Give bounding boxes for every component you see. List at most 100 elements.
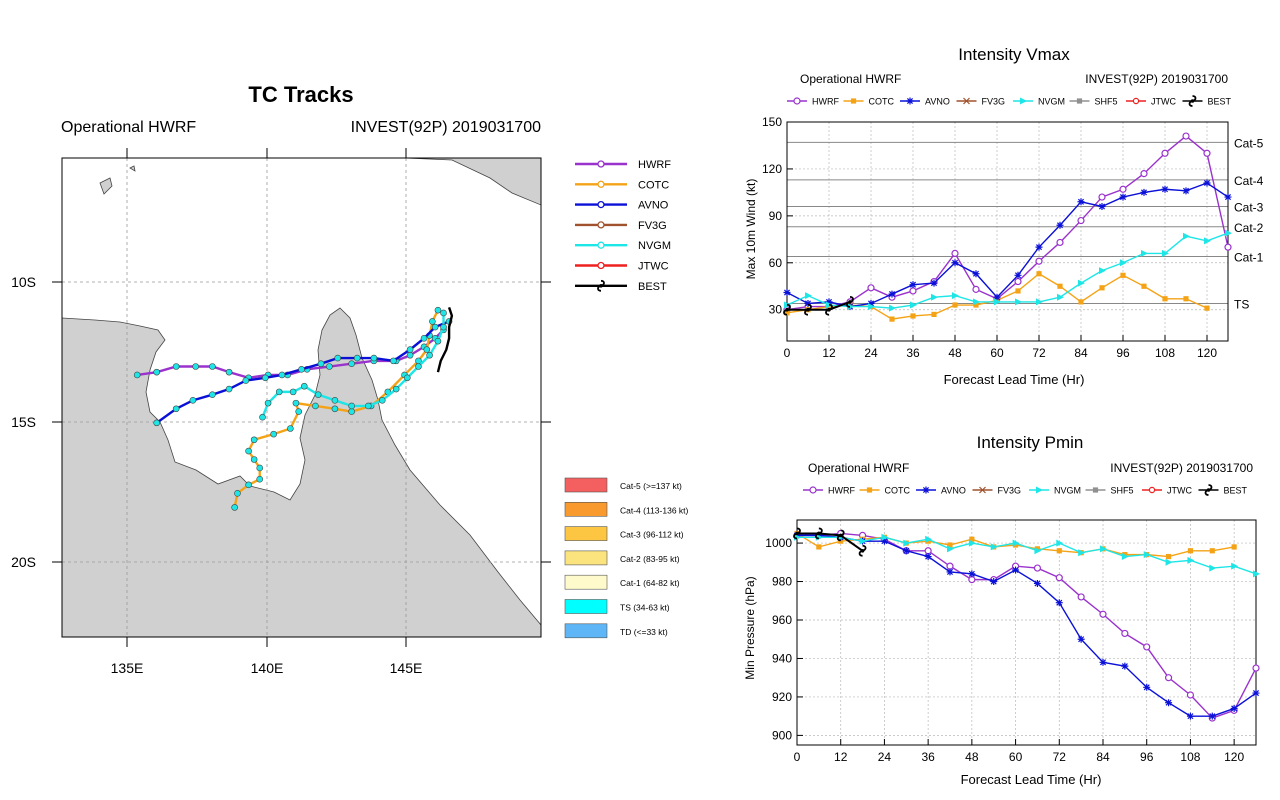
series-point-nvgm	[1120, 259, 1127, 267]
track-point	[334, 354, 342, 362]
series-point-nvgm	[1056, 539, 1064, 547]
series-point-best	[795, 531, 799, 536]
series-point-avno	[888, 290, 896, 298]
series-point-nvgm	[990, 543, 998, 551]
intensity-label: Cat-2 (83-95 kt)	[620, 554, 680, 564]
track-point	[434, 337, 442, 345]
legend-label: COTC	[869, 97, 895, 107]
intensity-legend-item: Cat-4 (113-136 kt)	[564, 501, 689, 517]
track-point	[292, 399, 300, 407]
legend-marker	[599, 284, 603, 288]
legend-label: BEST	[1208, 97, 1232, 107]
vmax-title: Intensity Vmax	[958, 45, 1070, 64]
category-label: TS	[1234, 297, 1249, 311]
track-point	[406, 346, 414, 353]
series-point-best	[785, 307, 789, 312]
series-point-nvgm	[1165, 558, 1173, 566]
series-point-nvgm	[1253, 570, 1260, 578]
series-point-avno	[867, 299, 875, 307]
legend-marker	[979, 486, 986, 494]
series-point-hwrf	[972, 285, 980, 293]
legend-label: SHF5	[1095, 97, 1118, 107]
intensity-swatch	[564, 599, 608, 614]
series-point-cotc	[931, 311, 937, 318]
track-point	[312, 402, 319, 410]
series-point-cotc	[1209, 548, 1215, 554]
category-label: Cat-1	[1234, 251, 1264, 265]
series-point-nvgm	[1183, 232, 1190, 240]
track-point	[420, 335, 428, 342]
series-point-hwrf	[951, 249, 959, 257]
series-point-avno	[1055, 599, 1063, 607]
track-point	[440, 323, 447, 331]
track-point	[392, 385, 400, 393]
series-line-avno	[797, 534, 1257, 717]
track-nvgm	[259, 309, 447, 421]
legend-item-nvgm: NVGM	[1013, 97, 1065, 107]
track-point	[256, 475, 264, 483]
pmin-plot: 0 12 24 36 48 60 72 84 96 108 120 900 920 940 960 980 10…	[765, 519, 1260, 764]
track-title: TC Tracks	[248, 82, 353, 107]
track-point	[426, 351, 433, 359]
x-tick-label: 96	[1116, 346, 1130, 360]
series-point-avno	[993, 293, 1001, 301]
track-hwrf	[133, 326, 447, 382]
legend-marker	[1206, 488, 1211, 492]
series-point-nvgm	[973, 298, 980, 306]
series-best	[783, 295, 854, 316]
legend-item-avno: AVNO	[575, 200, 669, 212]
x-tick-label: 36	[906, 346, 920, 360]
map-land	[62, 158, 541, 637]
series-point-hwrf	[1121, 629, 1129, 638]
series-point-nvgm	[1162, 249, 1169, 257]
vmax-panel: Intensity Vmax Operational HWRF INVEST(9…	[744, 45, 1264, 387]
series-point-cotc	[1036, 271, 1042, 277]
legend-label: FV3G	[638, 220, 667, 232]
series-point-hwrf	[1161, 149, 1169, 157]
series-point-cotc	[1165, 553, 1172, 560]
legend-label: COTC	[638, 179, 669, 191]
track-point	[423, 346, 431, 353]
legend-label: HWRF	[828, 486, 855, 496]
legend-marker	[922, 486, 930, 494]
series-point-avno	[1182, 187, 1190, 195]
legend-label: BEST	[1224, 486, 1248, 496]
series-point-nvgm	[1143, 551, 1151, 559]
series-point-nvgm	[1121, 553, 1129, 561]
track-panel: TC Tracks Operational HWRF INVEST(92P) 2…	[11, 82, 688, 676]
y-tick-label: 150	[762, 115, 782, 129]
legend-marker	[597, 160, 605, 168]
lat-tick-label: 15S	[11, 414, 36, 430]
legend-marker	[597, 241, 605, 249]
track-point	[192, 363, 199, 370]
legend-marker	[809, 486, 817, 494]
track-point	[270, 430, 277, 438]
y-tick-label: 1000	[765, 536, 792, 550]
track-point	[234, 489, 241, 497]
series-point-cotc	[973, 302, 979, 308]
series-point-best	[827, 307, 831, 312]
series-point-hwrf	[1098, 193, 1106, 201]
series-point-cotc	[947, 542, 953, 548]
track-point	[250, 436, 258, 444]
series-point-nvgm	[1078, 279, 1085, 287]
intensity-swatch	[564, 623, 608, 639]
legend-marker	[597, 261, 605, 270]
track-point	[348, 402, 355, 410]
track-point	[153, 368, 160, 376]
series-point-cotc	[969, 536, 975, 542]
series-line-nvgm	[797, 536, 1257, 575]
series-point-avno	[1056, 221, 1064, 229]
series-point-avno	[1014, 271, 1022, 279]
series-line-hwrf	[797, 532, 1257, 719]
series-point-avno	[951, 259, 959, 267]
intensity-swatch	[564, 501, 608, 517]
series-point-avno	[924, 553, 932, 561]
series-point-hwrf	[968, 576, 976, 584]
pmin-xlabel: Forecast Lead Time (Hr)	[961, 772, 1102, 787]
y-tick-label: 900	[772, 728, 792, 742]
series-point-nvgm	[1225, 229, 1232, 237]
series-point-avno	[902, 547, 910, 555]
series-point-nvgm	[1057, 293, 1064, 301]
legend-label: HWRF	[812, 97, 839, 107]
